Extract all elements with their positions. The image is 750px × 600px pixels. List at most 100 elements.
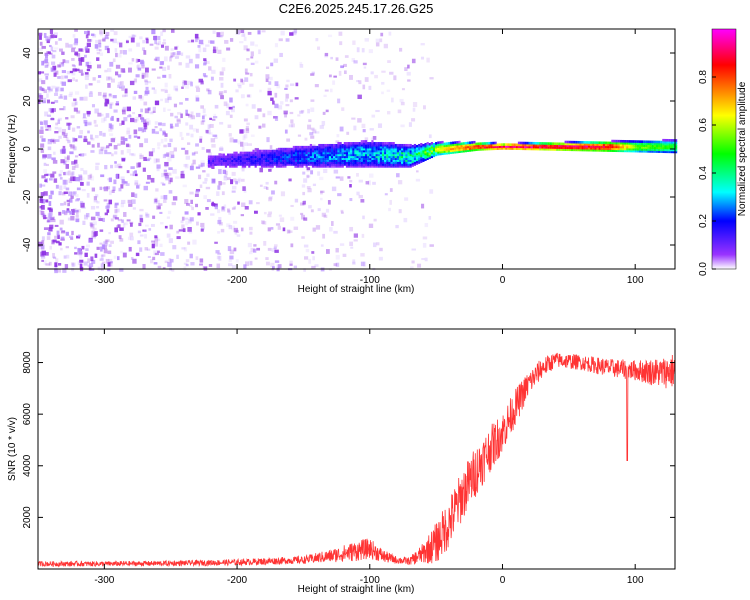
heatmap-noise-cell xyxy=(54,262,58,268)
heatmap-band-cell xyxy=(454,145,457,148)
heatmap-noise-cell xyxy=(95,39,99,44)
heatmap-noise-cell xyxy=(195,95,199,99)
heatmap-noise-cell xyxy=(145,90,150,95)
heatmap-band-cell xyxy=(326,153,329,157)
heatmap-band-cell xyxy=(299,157,302,160)
heatmap-band-cell xyxy=(439,143,442,146)
heatmap-noise-cell xyxy=(388,207,391,212)
heatmap-band-cell xyxy=(386,165,389,168)
heatmap-band-cell xyxy=(460,146,463,149)
heatmap-noise-cell xyxy=(243,45,248,51)
heatmap-band-cell xyxy=(426,149,429,153)
heatmap-band-cell xyxy=(655,150,659,153)
x-tick-label: -100 xyxy=(360,275,380,286)
heatmap-band-cell xyxy=(426,153,429,157)
heatmap-band-cell xyxy=(373,151,376,155)
heatmap-band-cell xyxy=(337,149,340,153)
heatmap-band-cell xyxy=(352,159,355,162)
heatmap-noise-cell xyxy=(349,226,354,232)
heatmap-band-cell xyxy=(551,144,555,147)
heatmap-noise-cell xyxy=(58,211,62,216)
heatmap-band-cell xyxy=(207,159,211,162)
heatmap-noise-cell xyxy=(231,207,236,210)
heatmap-band-cell xyxy=(226,153,230,157)
heatmap-noise-cell xyxy=(90,223,95,229)
heatmap-band-cell xyxy=(452,145,455,148)
heatmap-noise-cell xyxy=(126,39,129,44)
heatmap-band-cell xyxy=(358,151,361,155)
heatmap-band-cell xyxy=(235,157,238,160)
heatmap-band-cell xyxy=(617,141,620,145)
heatmap-band-cell xyxy=(556,148,559,151)
heatmap-noise-cell xyxy=(415,178,421,182)
heatmap-band-cell xyxy=(664,140,667,144)
heatmap-noise-cell xyxy=(160,222,164,225)
heatmap-noise-cell xyxy=(157,40,162,46)
heatmap-noise-cell xyxy=(299,110,304,114)
heatmap-band-cell xyxy=(369,161,372,164)
heatmap-noise-cell xyxy=(57,119,61,125)
heatmap-band-cell xyxy=(294,155,298,159)
heatmap-noise-cell xyxy=(239,129,244,134)
heatmap-noise-cell xyxy=(312,183,317,187)
heatmap-band-cell xyxy=(560,144,563,148)
heatmap-band-cell xyxy=(668,150,671,154)
heatmap-band-cell xyxy=(443,146,446,150)
heatmap-noise-cell xyxy=(73,42,78,46)
heatmap-band-cell xyxy=(396,159,400,162)
heatmap-noise-cell xyxy=(205,60,210,64)
heatmap-noise-cell xyxy=(327,200,331,205)
heatmap-noise-cell xyxy=(57,234,60,240)
heatmap-noise-cell xyxy=(272,266,275,270)
heatmap-band-cell xyxy=(360,149,363,153)
heatmap-noise-cell xyxy=(221,191,225,196)
heatmap-band-cell xyxy=(258,161,262,164)
heatmap-band-cell xyxy=(530,141,533,145)
heatmap-noise-cell xyxy=(152,110,156,114)
heatmap-noise-cell xyxy=(73,98,77,102)
heatmap-band-cell xyxy=(352,163,355,166)
heatmap-band-cell xyxy=(388,157,391,160)
heatmap-noise-cell xyxy=(170,48,174,51)
heatmap-band-cell xyxy=(422,145,425,149)
heatmap-noise-cell xyxy=(154,236,159,242)
heatmap-band-cell xyxy=(282,147,285,151)
heatmap-noise-cell xyxy=(114,217,119,220)
heatmap-noise-cell xyxy=(185,263,189,267)
heatmap-noise-cell xyxy=(167,108,171,111)
heatmap-noise-cell xyxy=(218,35,223,38)
heatmap-band-cell xyxy=(600,143,603,146)
heatmap-noise-cell xyxy=(184,199,189,204)
heatmap-band-cell xyxy=(415,150,419,154)
y-tick-label: -40 xyxy=(22,237,33,252)
heatmap-noise-cell xyxy=(254,115,259,120)
heatmap-band-cell xyxy=(212,155,215,159)
heatmap-noise-cell xyxy=(268,81,272,85)
heatmap-noise-cell xyxy=(262,221,267,225)
heatmap-band-cell xyxy=(369,145,372,149)
heatmap-band-cell xyxy=(273,157,276,160)
heatmap-band-cell xyxy=(364,155,368,159)
heatmap-band-cell xyxy=(235,161,238,164)
heatmap-band-cell xyxy=(301,159,304,162)
heatmap-noise-cell xyxy=(145,224,149,227)
heatmap-band-cell xyxy=(492,147,495,151)
heatmap-band-cell xyxy=(604,149,608,152)
heatmap-band-cell xyxy=(371,151,374,155)
heatmap-noise-cell xyxy=(244,77,249,82)
heatmap-band-cell xyxy=(675,144,678,148)
heatmap-noise-cell xyxy=(126,219,131,222)
heatmap-band-cell xyxy=(398,143,402,147)
heatmap-band-cell xyxy=(356,149,359,153)
heatmap-band-cell xyxy=(447,149,451,153)
heatmap-band-cell xyxy=(364,149,368,153)
heatmap-band-cell xyxy=(339,145,342,149)
heatmap-band-cell xyxy=(439,150,442,154)
heatmap-noise-cell xyxy=(122,106,127,110)
heatmap-band-cell xyxy=(583,148,586,152)
heatmap-noise-cell xyxy=(101,39,106,42)
heatmap-band-cell xyxy=(239,163,242,166)
heatmap-noise-cell xyxy=(103,95,107,99)
heatmap-band-cell xyxy=(384,147,387,151)
heatmap-noise-cell xyxy=(113,144,118,150)
